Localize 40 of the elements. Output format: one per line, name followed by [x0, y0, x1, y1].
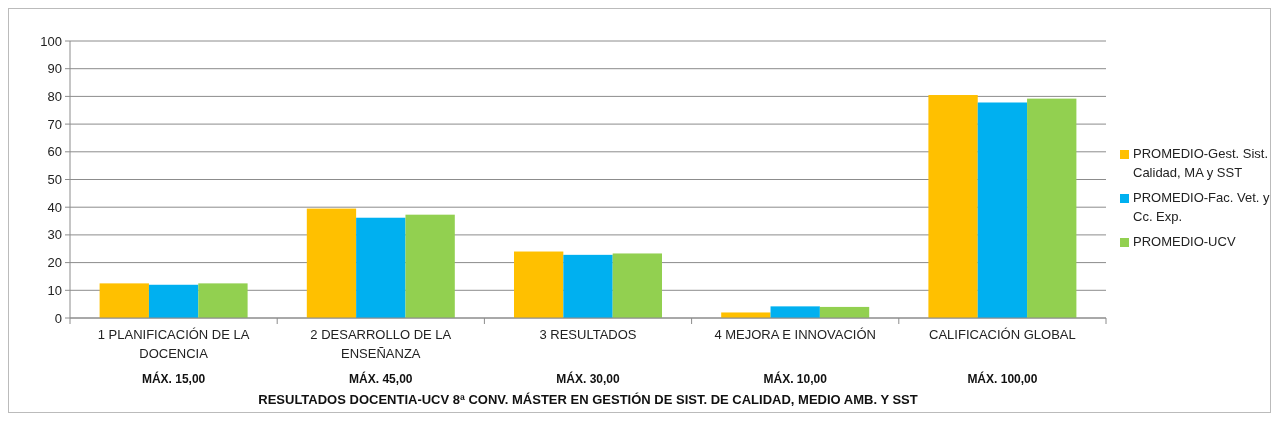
bar [928, 95, 978, 318]
bar [405, 214, 455, 318]
x-tick-label: CALIFICACIÓN GLOBAL [929, 327, 1076, 342]
y-tick-label: 90 [47, 61, 62, 77]
x-tick-label: 2 DESARROLLO DE LA ENSEÑANZA [310, 327, 452, 361]
text: MÁX. 30,00 [556, 371, 620, 386]
legend-label: PROMEDIO-UCV [1133, 234, 1236, 249]
bar [148, 284, 199, 318]
y-tick-label: 70 [47, 116, 62, 132]
legend-label: PROMEDIO-Fac. Vet. y Cc. Exp. [1133, 190, 1271, 224]
x-tick-label: 4 MEJORA E INNOVACIÓN [714, 327, 876, 342]
y-tick-label: 40 [47, 199, 62, 215]
text: MÁX. 100,00 [967, 371, 1038, 386]
legend-label: PROMEDIO-Gest. Sist. Calidad, MA y SST [1133, 146, 1269, 180]
text: MÁX. 10,00 [763, 371, 828, 386]
bar [977, 102, 1028, 318]
bar [770, 306, 820, 318]
bar [306, 208, 357, 318]
y-tick-label: 10 [47, 282, 62, 298]
x-tick-label: 1 PLANIFICACIÓN DE LA DOCENCIA [97, 327, 250, 361]
bar [612, 253, 662, 318]
bar [198, 283, 248, 318]
y-tick-label: 100 [40, 33, 62, 49]
y-tick-label: 80 [47, 88, 62, 104]
bar [99, 283, 149, 318]
y-tick-label: 50 [47, 172, 62, 188]
x-axis-title: RESULTADOS DOCENTIA-UCV 8ª CONV. MÁSTER EN GESTIÓN DE SIST. DE CALIDAD, MEDIO AMB. Y SST [258, 392, 918, 407]
text: MÁX. 15,00 [141, 371, 206, 386]
bar [514, 251, 564, 318]
y-tick-label: 0 [54, 310, 62, 326]
y-tick-label: 20 [47, 255, 62, 271]
x-tick-label: 3 RESULTADOS [539, 327, 637, 342]
bar [1027, 98, 1077, 318]
bar [563, 254, 613, 318]
bar [356, 217, 406, 318]
y-tick-label: 30 [47, 227, 62, 243]
text: MÁX. 45,00 [349, 371, 413, 386]
bar [721, 312, 771, 318]
y-tick-label: 60 [47, 144, 62, 160]
bar [819, 306, 870, 318]
